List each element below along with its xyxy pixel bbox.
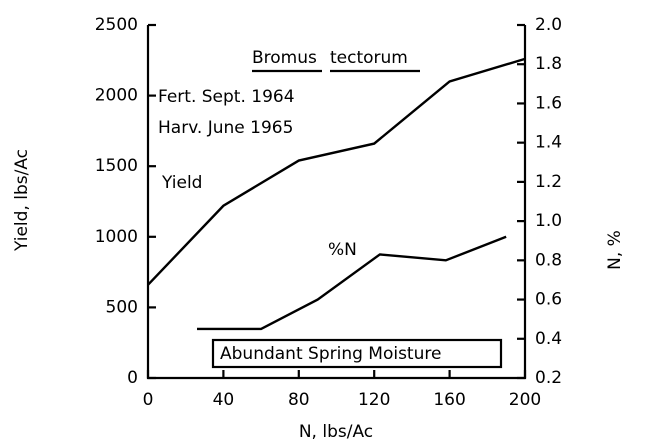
y2-tick-label: 1.8 — [535, 54, 562, 74]
x-axis-title: N, lbs/Ac — [299, 422, 373, 442]
y-tick-label: 1500 — [95, 156, 138, 176]
y2-tick-label: 0.4 — [535, 329, 562, 349]
y-tick-label: 500 — [106, 297, 138, 317]
x-tick-label: 80 — [288, 390, 310, 410]
annotation: Bromus — [252, 48, 317, 68]
x-tick-label: 160 — [433, 390, 465, 410]
series-label: Yield — [161, 173, 202, 193]
annotation: Fert. Sept. 1964 — [158, 87, 295, 107]
annotation: tectorum — [330, 48, 408, 68]
y2-tick-label: 0.8 — [535, 250, 562, 270]
y2-tick-label: 1.4 — [535, 133, 562, 153]
series-label: %N — [328, 240, 357, 260]
x-tick-label: 120 — [358, 390, 390, 410]
x-tick-label: 0 — [143, 390, 154, 410]
annotation: Abundant Spring Moisture — [220, 344, 441, 364]
y-tick-label: 2000 — [95, 86, 138, 106]
y-tick-label: 0 — [127, 368, 138, 388]
series-line — [147, 57, 526, 286]
axis-frame — [146, 25, 527, 380]
y-axis-title: Yield, lbs/Ac — [12, 149, 32, 252]
annotation-box — [211, 338, 503, 369]
y2-tick-label: 1.2 — [535, 172, 562, 192]
y-tick-label: 1000 — [95, 227, 138, 247]
x-tick-label: 40 — [213, 390, 235, 410]
annotation: Harv. June 1965 — [158, 118, 293, 138]
y2-axis-title: N, % — [605, 230, 625, 270]
y2-tick-label: 0.6 — [535, 290, 562, 310]
x-tick-label: 200 — [509, 390, 541, 410]
y-tick-label: 2500 — [95, 15, 138, 35]
y2-tick-label: 1.0 — [535, 211, 562, 231]
y2-tick-label: 2.0 — [535, 15, 562, 35]
series-line — [197, 235, 507, 331]
y2-tick-label: 0.2 — [535, 368, 562, 388]
y2-tick-label: 1.6 — [535, 93, 562, 113]
